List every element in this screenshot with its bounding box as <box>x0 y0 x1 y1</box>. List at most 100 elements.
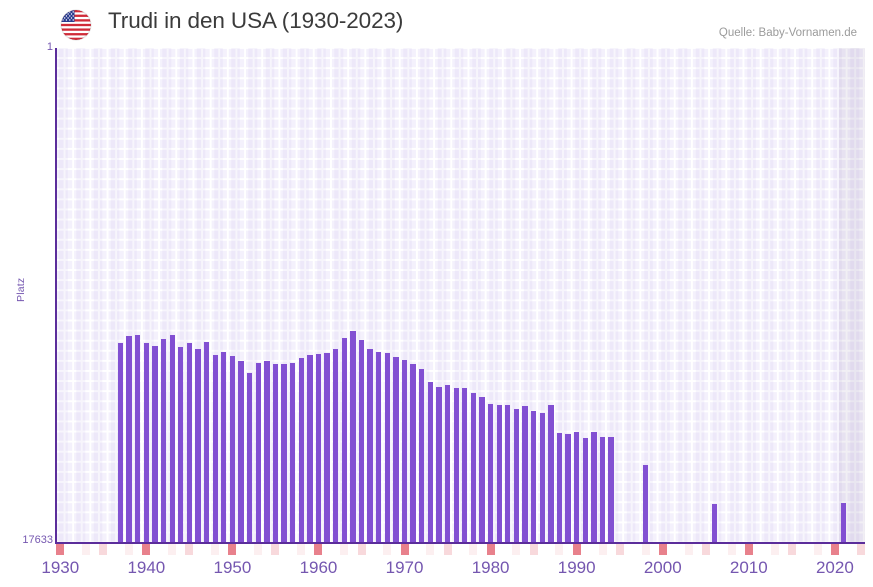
x-axis-tickmark <box>228 544 237 555</box>
bar <box>393 357 399 543</box>
bar <box>522 406 528 543</box>
bar <box>487 404 494 543</box>
chart-header: Trudi in den USA (1930-2023) Quelle: Bab… <box>0 0 873 48</box>
bar <box>315 354 322 543</box>
x-axis-tickmark <box>82 544 91 555</box>
bar <box>410 364 416 543</box>
y-axis-title-text: Platz <box>15 277 27 302</box>
x-axis-tickmark <box>125 544 134 555</box>
page-title: Trudi in den USA (1930-2023) <box>108 8 404 33</box>
x-axis-tickmark <box>572 544 581 555</box>
bar <box>221 352 227 543</box>
bar <box>264 361 270 543</box>
x-axis-tickmark <box>830 544 839 555</box>
bar <box>565 434 571 543</box>
bar <box>530 411 537 543</box>
x-axis-tickmark <box>701 544 710 555</box>
x-axis-tickmark <box>727 544 736 555</box>
x-axis-tickmark <box>357 544 366 555</box>
bar <box>341 338 347 543</box>
bar <box>591 432 597 543</box>
y-axis-tick-bottom: 17633 <box>22 534 53 546</box>
x-axis-tickmark <box>443 544 452 555</box>
x-axis-tickmark <box>254 544 263 555</box>
x-axis-tick-1990: 1990 <box>557 558 596 577</box>
x-axis-tick-1930: 1930 <box>41 558 80 577</box>
x-axis-tickmark <box>684 544 693 555</box>
x-axis-tickmark <box>555 544 564 555</box>
bar <box>212 355 218 543</box>
x-axis-tickmark <box>99 544 108 555</box>
bar <box>307 355 313 543</box>
x-axis-tickmark <box>770 544 779 555</box>
x-axis-tickmark <box>641 544 650 555</box>
x-axis-tickmark <box>297 544 306 555</box>
bar <box>203 342 210 543</box>
bar <box>195 349 201 543</box>
bar <box>350 331 356 543</box>
bar <box>462 388 468 543</box>
bar <box>444 385 451 543</box>
bar <box>298 358 304 543</box>
x-axis-tickmark <box>529 544 538 555</box>
bar <box>582 438 588 543</box>
bar <box>539 413 545 543</box>
bar <box>496 405 502 543</box>
bar <box>436 387 442 543</box>
y-axis-line <box>55 48 57 544</box>
x-axis-tickmark <box>598 544 607 555</box>
x-axis-tickmark <box>856 544 865 555</box>
x-axis-tick-1970: 1970 <box>385 558 424 577</box>
bar <box>290 363 296 543</box>
bar <box>169 335 175 543</box>
x-axis-tick-1950: 1950 <box>213 558 252 577</box>
bar <box>281 364 287 543</box>
bar <box>427 382 434 543</box>
bar <box>470 393 477 543</box>
x-axis-tickmark <box>512 544 521 555</box>
bar <box>160 339 167 543</box>
x-axis-tickmark <box>813 544 822 555</box>
bar <box>574 432 580 543</box>
bar <box>135 335 141 543</box>
x-axis-tickmark <box>314 544 323 555</box>
x-axis-tick-2020: 2020 <box>815 558 854 577</box>
x-axis-tickmark <box>744 544 753 555</box>
bar <box>479 397 485 543</box>
bar <box>505 405 511 543</box>
bar <box>255 363 261 543</box>
x-axis-tick-2010: 2010 <box>729 558 768 577</box>
x-axis-line <box>55 542 865 544</box>
x-axis-tickmark <box>56 544 65 555</box>
x-axis-tickmark <box>340 544 349 555</box>
x-axis-tick-1960: 1960 <box>299 558 338 577</box>
x-axis-tickmark <box>658 544 667 555</box>
bar <box>143 343 150 543</box>
x-axis-tickmark <box>271 544 280 555</box>
bar <box>513 409 520 543</box>
bar <box>178 347 184 543</box>
bar <box>401 360 408 543</box>
x-axis-tickmark <box>469 544 478 555</box>
us-flag-icon <box>61 10 91 40</box>
bar <box>556 433 563 543</box>
bar <box>358 340 365 543</box>
x-axis-tickmark <box>486 544 495 555</box>
bar <box>117 343 124 543</box>
bar <box>384 353 390 543</box>
source-label: Quelle: Baby-Vornamen.de <box>718 27 857 39</box>
x-axis-tickmark <box>168 544 177 555</box>
x-axis-tickmark <box>142 544 151 555</box>
x-axis-tickmark <box>787 544 796 555</box>
y-axis-tick-top: 1 <box>46 41 53 53</box>
forecast-shaded-region <box>839 48 865 543</box>
bar <box>548 405 554 543</box>
x-axis-tickmark <box>185 544 194 555</box>
bar <box>453 388 459 543</box>
x-axis-tick-2000: 2000 <box>643 558 682 577</box>
bar <box>608 437 614 543</box>
bar <box>186 343 193 543</box>
bar <box>376 352 382 543</box>
x-axis-tickmark <box>400 544 409 555</box>
x-axis-tickmark <box>615 544 624 555</box>
